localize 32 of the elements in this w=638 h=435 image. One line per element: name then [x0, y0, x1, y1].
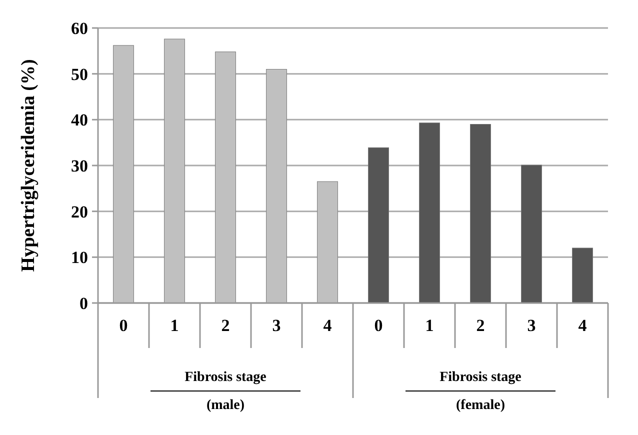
- x-tick-label: 0: [374, 316, 383, 335]
- bar: [215, 52, 236, 304]
- bar: [368, 147, 389, 304]
- x-tick-label: 2: [221, 316, 230, 335]
- y-tick-label: 60: [71, 18, 88, 38]
- x-tick-label: 3: [527, 316, 536, 335]
- x-tick-label: 1: [425, 316, 434, 335]
- text: Fibrosis stage: [440, 370, 522, 385]
- y-tick-label: 30: [71, 156, 88, 176]
- text: (female): [456, 398, 506, 413]
- bar: [521, 164, 542, 304]
- x-tick-label: 4: [323, 316, 332, 335]
- bar: [317, 181, 338, 304]
- y-tick-label: 40: [71, 110, 88, 130]
- bar: [113, 45, 134, 304]
- bar: [470, 124, 491, 304]
- x-tick-label: 1: [170, 316, 179, 335]
- text: Fibrosis stage: [184, 370, 266, 385]
- x-tick-label: 4: [578, 316, 588, 335]
- bar: [419, 122, 440, 304]
- x-tick-label: 2: [476, 316, 485, 335]
- x-tick-label: 3: [272, 316, 281, 335]
- bar: [572, 248, 593, 304]
- bar: [164, 38, 185, 304]
- y-tick-label: 0: [80, 294, 88, 313]
- y-tick-label: 50: [71, 64, 88, 84]
- y-axis-title: Hypertriglyceridemia (%): [18, 59, 39, 272]
- text: (male): [206, 398, 245, 413]
- y-tick-label: 10: [71, 248, 88, 268]
- y-tick-label: 20: [71, 202, 88, 222]
- x-tick-label: 0: [119, 316, 128, 335]
- bar: [266, 69, 287, 304]
